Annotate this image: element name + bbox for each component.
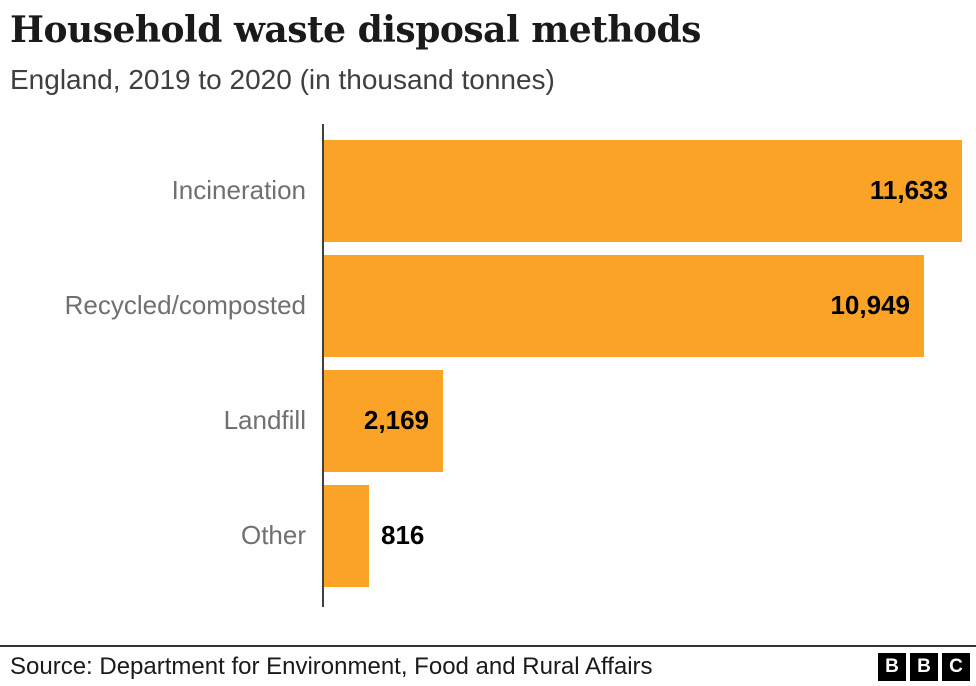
bar-row-recycled-composted: Recycled/composted 10,949 [0, 254, 976, 357]
category-label: Incineration [171, 175, 306, 206]
bbc-logo: B B C [878, 652, 970, 681]
bar-row-other: Other 816 [0, 484, 976, 587]
chart-footer: Source: Department for Environment, Food… [0, 645, 976, 686]
y-axis-line [322, 123, 324, 607]
chart-subtitle: England, 2019 to 2020 (in thousand tonne… [10, 64, 555, 96]
chart-title: Household waste disposal methods [10, 9, 701, 51]
value-label: 816 [381, 520, 425, 551]
bbc-logo-block-b2: B [910, 652, 938, 681]
chart-header: Household waste disposal methods England… [0, 0, 976, 97]
bar-chart: Incineration 11,633 Recycled/composted 1… [0, 123, 976, 607]
value-label: 2,169 [363, 405, 429, 436]
category-label: Other [240, 520, 306, 551]
bar-row-incineration: Incineration 11,633 [0, 139, 976, 242]
value-label: 10,949 [830, 290, 910, 321]
bar-row-landfill: Landfill 2,169 [0, 369, 976, 472]
bbc-logo-block-c: C [942, 652, 970, 681]
category-label: Recycled/composted [64, 290, 306, 321]
bar-incineration: 11,633 [324, 139, 962, 242]
value-label: 11,633 [869, 175, 948, 206]
category-label: Landfill [223, 405, 306, 436]
bbc-logo-block-b1: B [878, 652, 906, 681]
source-attribution: Source: Department for Environment, Food… [10, 652, 653, 680]
bar-landfill: 2,169 [324, 369, 443, 472]
bar-other: 816 [324, 484, 424, 587]
bar-recycled-composted: 10,949 [324, 254, 924, 357]
